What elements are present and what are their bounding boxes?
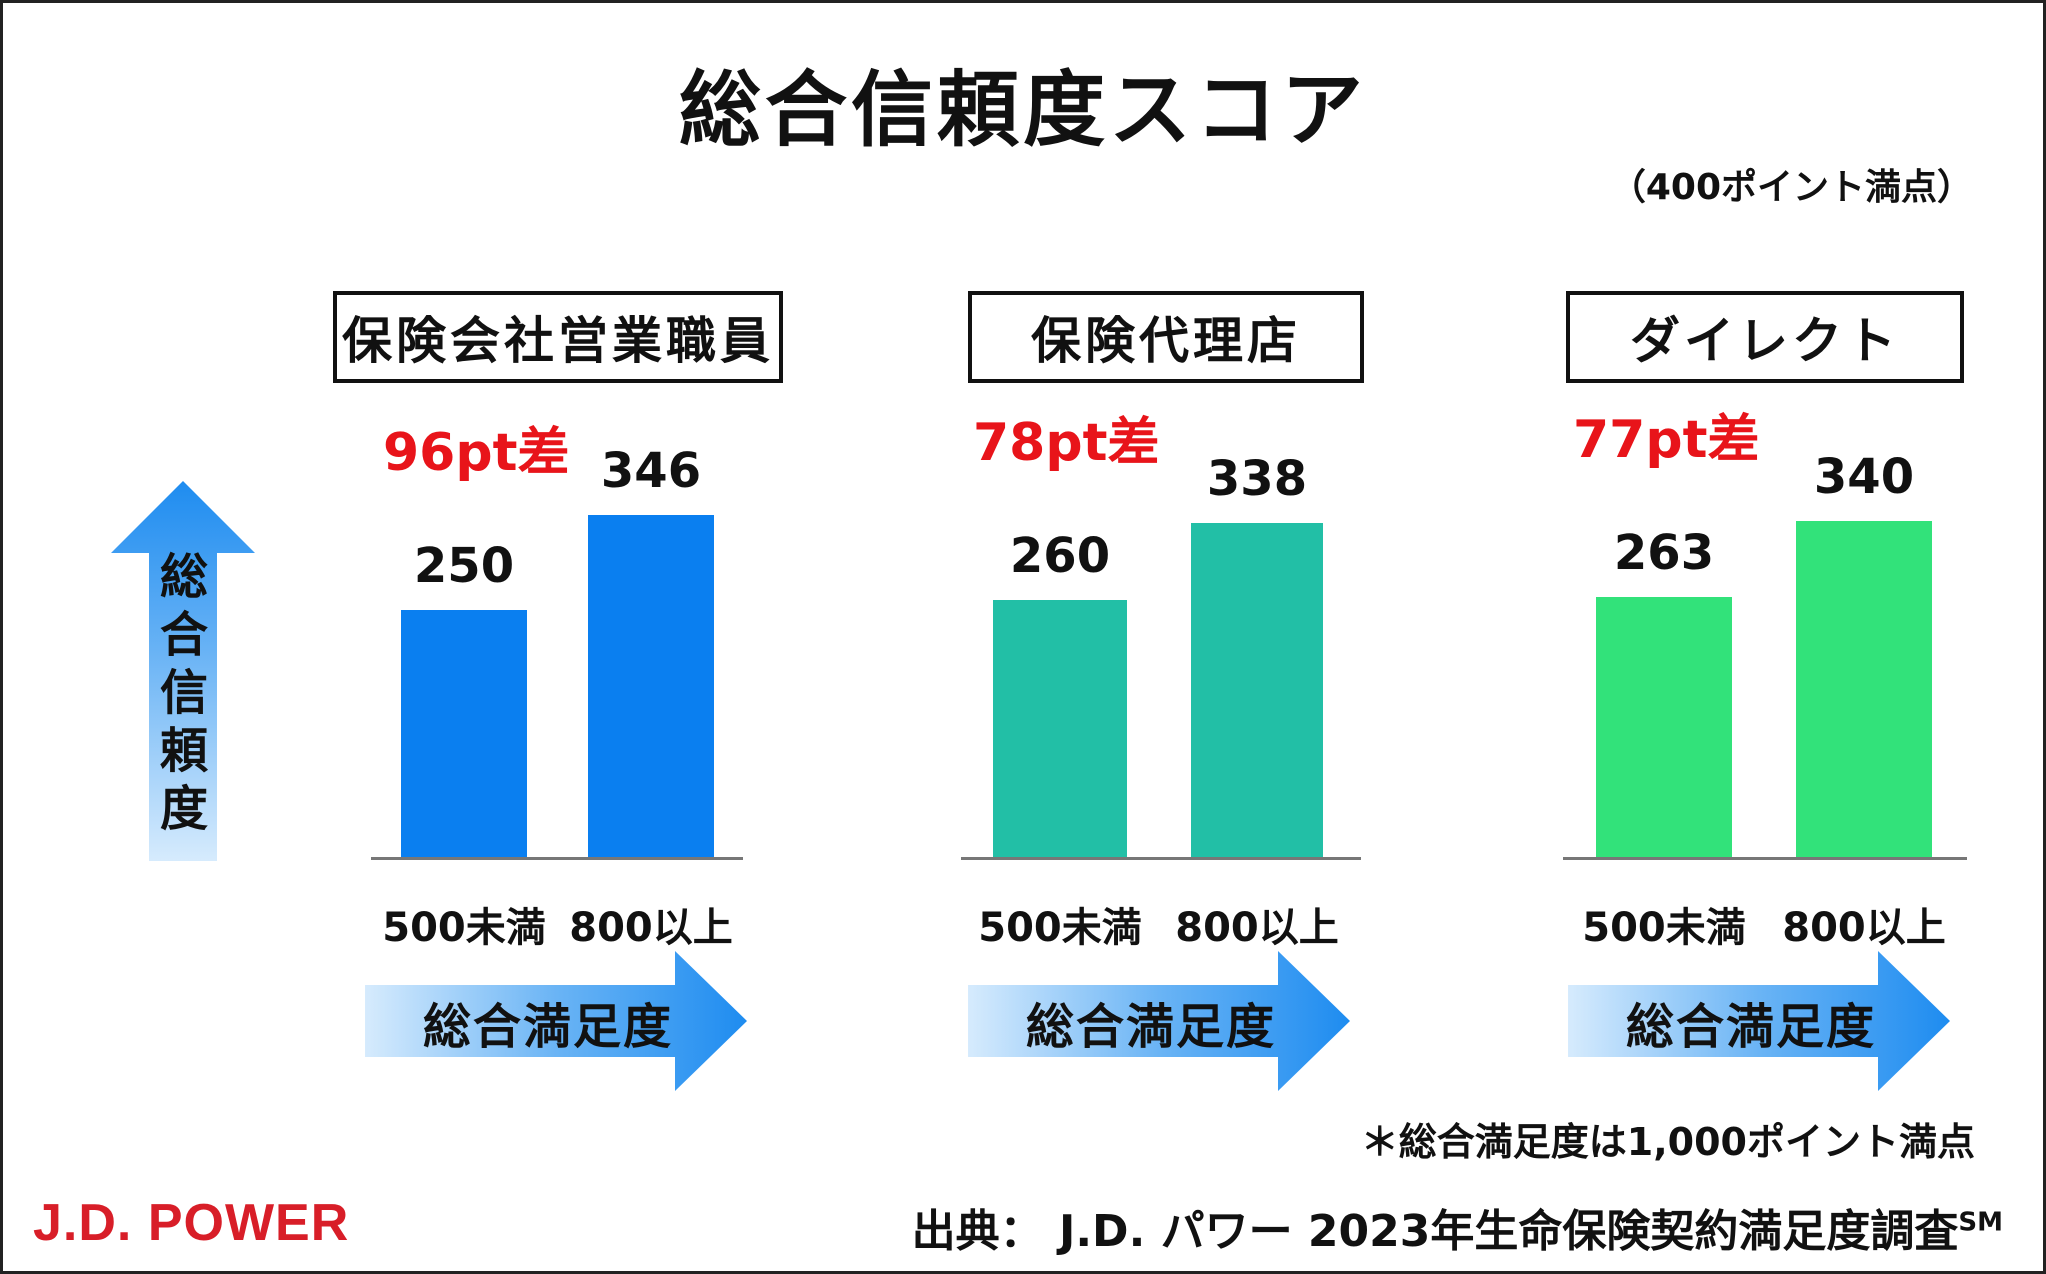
bar-value-label: 338 — [1206, 450, 1308, 507]
x-axis-arrow-icon — [968, 951, 1350, 1091]
source-credit: 出典： J.D. パワー 2023年生命保険契約満足度調査SM — [912, 1195, 2003, 1259]
category-label: 500未満 — [1582, 905, 1746, 951]
bar-value-label: 346 — [600, 443, 702, 499]
panel-sales-agent: 保険会社営業職員 250 500未満 346 800以上 96pt差総合満足度 — [333, 3, 803, 1271]
difference-label: 96pt差 — [383, 422, 570, 483]
difference-label: 77pt差 — [1573, 410, 1760, 471]
y-axis-label: 総合信頼度 — [149, 548, 219, 838]
footnote: ＊総合満足度は1,000ポイント満点 — [1360, 1120, 1975, 1164]
category-label: 500未満 — [978, 905, 1142, 951]
y-axis-label-char: 頼 — [159, 723, 208, 779]
y-axis-label-char: 度 — [159, 781, 208, 837]
x-axis-baseline — [371, 857, 743, 860]
jd-power-logo: J.D. POWER — [33, 1194, 350, 1252]
source-text: 出典： J.D. パワー 2023年生命保険契約満足度調査 — [911, 1206, 1959, 1257]
bar-high — [1191, 522, 1323, 857]
panel-insurance-agency: 保険代理店 260 500未満 338 800以上 78pt差総合満足度 — [933, 3, 1403, 1271]
bar-value-label: 263 — [1613, 525, 1715, 582]
x-axis-label: 総合満足度 — [1026, 999, 1277, 1055]
panel-direct: ダイレクト 263 500未満 340 800以上 77pt差総合満足度 — [1533, 3, 2003, 1271]
source-mark: SM — [1958, 1207, 2003, 1238]
bar-value-label: 250 — [413, 537, 515, 594]
bar-value-label: 260 — [1009, 528, 1111, 584]
x-axis-label: 総合満足度 — [423, 999, 674, 1055]
category-label: 800以上 — [1782, 905, 1946, 951]
bar-low — [1596, 597, 1732, 857]
panel-title-box: 保険会社営業職員 — [333, 291, 783, 383]
category-label: 800以上 — [1175, 905, 1339, 951]
bar-low — [993, 600, 1127, 857]
full-score-note: （400ポイント満点） — [1609, 167, 1973, 208]
y-axis-label-char: 総 — [159, 549, 208, 605]
x-axis-arrow-icon — [1568, 951, 1950, 1091]
y-axis-label-char: 信 — [159, 665, 208, 721]
panel-title-box: 保険代理店 — [968, 291, 1364, 383]
x-axis-baseline — [961, 857, 1361, 860]
bar-low — [401, 609, 527, 857]
x-axis-arrow-icon — [365, 951, 747, 1091]
bar-value-label: 340 — [1813, 448, 1915, 505]
y-axis-label-char: 合 — [159, 607, 208, 663]
bar-high — [1796, 520, 1932, 857]
category-label: 500未満 — [382, 905, 546, 951]
x-axis-label: 総合満足度 — [1626, 999, 1877, 1055]
category-label: 800以上 — [569, 905, 733, 951]
chart-title: 総合信頼度スコア — [678, 63, 1367, 158]
y-axis-label-text: 総合信頼度 — [154, 548, 214, 838]
bar-high — [588, 515, 714, 857]
difference-label: 78pt差 — [973, 413, 1160, 473]
panel-title-box: ダイレクト — [1566, 291, 1964, 383]
y-axis-arrow-icon — [111, 481, 255, 861]
x-axis-baseline — [1563, 857, 1967, 860]
